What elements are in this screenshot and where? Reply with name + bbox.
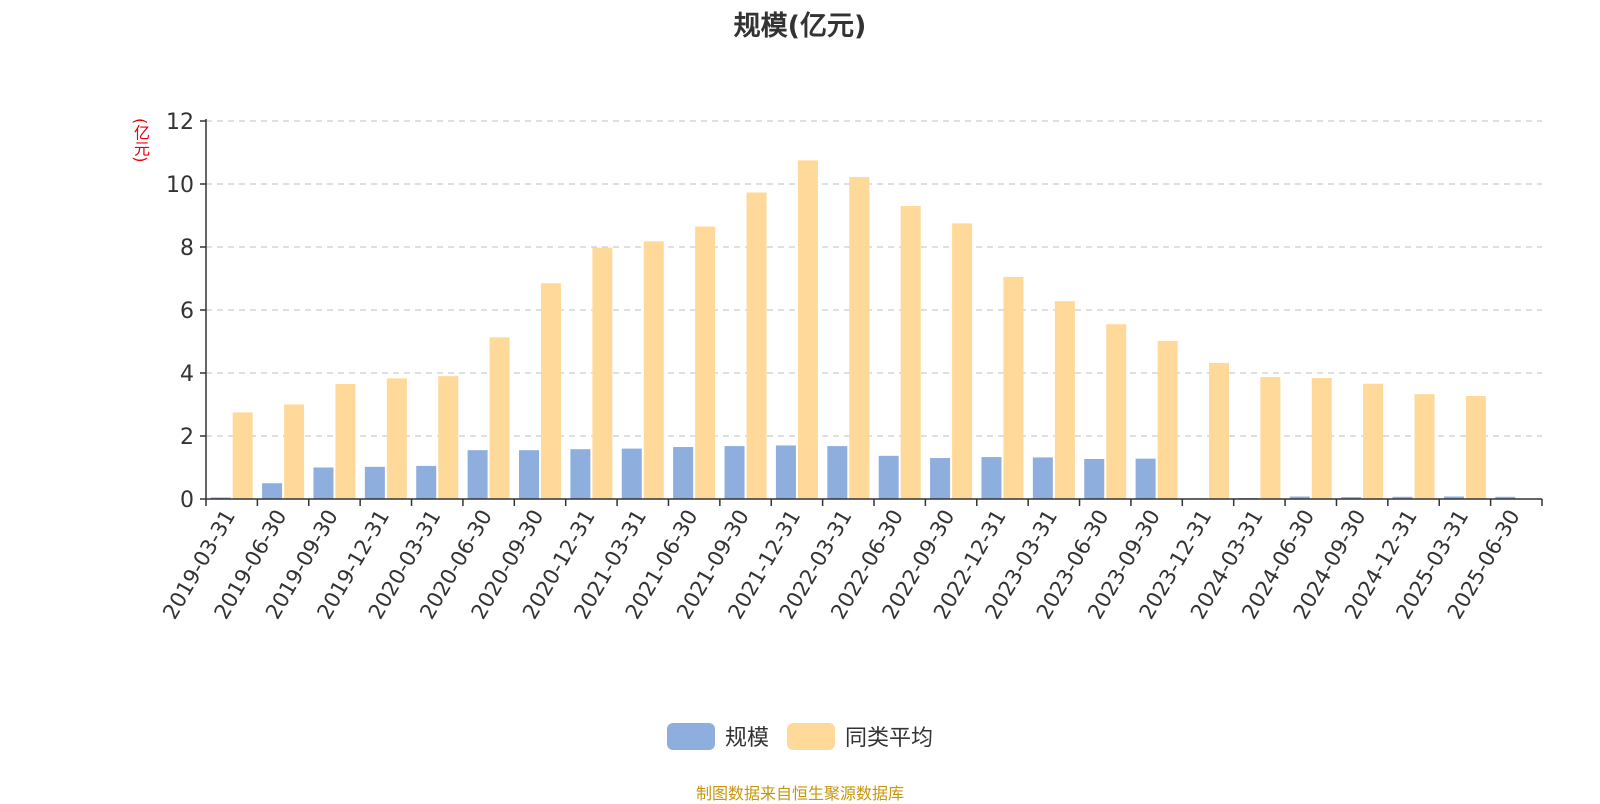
bar-scale[interactable] [1084,458,1105,499]
bar-scale[interactable] [1341,497,1362,499]
bar-peer-average[interactable] [284,404,305,500]
bar-scale[interactable] [878,455,899,499]
y-tick-label: 0 [180,488,194,513]
bar-peer-average[interactable] [541,283,561,499]
bar-peer-average[interactable] [1260,377,1281,499]
bar-scale[interactable] [981,457,1002,499]
y-tick-label: 12 [166,110,194,135]
bar-peer-average[interactable] [438,376,459,499]
bar-scale[interactable] [1443,496,1464,499]
bar-scale[interactable] [364,466,385,499]
bar-scale[interactable] [1135,458,1156,499]
bar-peer-average[interactable] [1106,324,1127,499]
legend-label-peer-average: 同类平均 [845,726,934,751]
bar-peer-average[interactable] [1363,383,1384,499]
bar-scale[interactable] [1392,496,1413,499]
bar-peer-average[interactable] [232,412,253,499]
bar-scale[interactable] [570,449,591,499]
tick-labels: 0246810122019-03-312019-06-302019-09-302… [158,110,1524,623]
bar-peer-average[interactable] [1465,395,1486,499]
legend: 规模 同类平均 [0,720,1600,752]
y-tick-label: 6 [180,299,194,324]
y-axis-unit-label: (亿元) [131,118,150,163]
bar-scale[interactable] [1289,496,1310,499]
bar-scale[interactable] [313,467,334,500]
bar-scale[interactable] [416,465,437,499]
bar-scale[interactable] [673,447,694,499]
bar-scale[interactable] [827,446,848,499]
legend-item-peer-average[interactable]: 同类平均 [787,720,933,752]
bar-peer-average[interactable] [489,337,510,499]
bar-scale[interactable] [519,450,539,499]
bar-peer-average[interactable] [1311,378,1332,499]
bar-scale[interactable] [210,497,231,499]
bars [210,160,1516,500]
bar-peer-average[interactable] [386,378,407,499]
bar-scale[interactable] [930,458,951,499]
bar-scale[interactable] [724,446,745,499]
bar-scale[interactable] [621,448,642,499]
bar-peer-average[interactable] [643,241,664,499]
bar-peer-average[interactable] [335,384,356,499]
y-tick-label: 2 [180,425,194,450]
bar-peer-average[interactable] [1209,362,1229,499]
bar-peer-average[interactable] [1054,301,1075,499]
bar-scale[interactable] [1032,457,1053,499]
y-tick-label: 4 [180,362,194,387]
legend-label-scale: 规模 [724,726,769,751]
bar-peer-average[interactable] [849,177,870,499]
bar-peer-average[interactable] [695,226,716,499]
y-tick-label: 8 [180,236,194,261]
axes [200,119,1543,506]
bar-peer-average[interactable] [797,160,818,499]
bar-peer-average[interactable] [1414,394,1435,499]
legend-swatch-peer-average [787,722,835,750]
bar-peer-average[interactable] [746,192,767,499]
legend-swatch-scale [666,722,715,750]
bar-peer-average[interactable] [900,206,921,500]
bar-peer-average[interactable] [1157,340,1178,499]
y-tick-label: 10 [166,173,194,198]
bar-peer-average[interactable] [592,247,613,499]
bar-scale[interactable] [467,450,488,499]
bar-peer-average[interactable] [1003,276,1024,499]
bar-scale[interactable] [262,483,283,499]
legend-item-scale[interactable]: 规模 [666,720,769,752]
bar-scale[interactable] [775,445,796,499]
bar-scale[interactable] [1495,496,1516,499]
chart-title: 规模(亿元) [733,11,867,42]
data-source-note: 制图数据来自恒生聚源数据库 [695,784,904,803]
bar-peer-average[interactable] [952,223,973,499]
